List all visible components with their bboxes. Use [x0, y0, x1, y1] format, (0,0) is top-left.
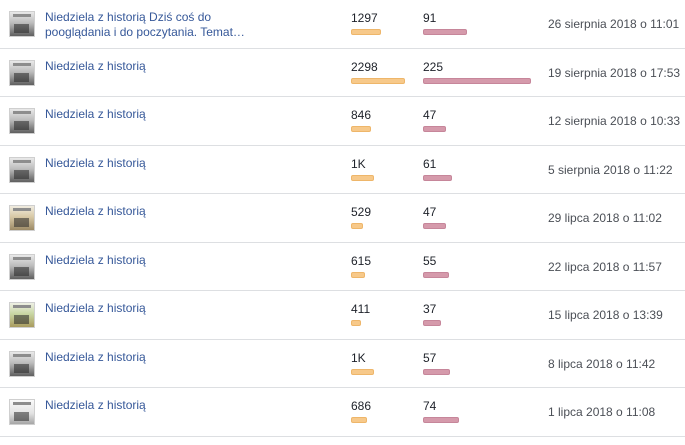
engagement-value: 57: [423, 350, 437, 365]
reach-bar: [351, 174, 374, 181]
engagement-value: 74: [423, 399, 437, 413]
post-thumbnail[interactable]: [9, 11, 35, 37]
reach-value: 1K: [351, 350, 366, 365]
reach-bar: [351, 271, 365, 278]
engagement-value: 47: [423, 108, 437, 122]
post-thumbnail[interactable]: [9, 205, 35, 231]
engagement-bar: [423, 417, 459, 423]
reach-value: 846: [351, 108, 372, 122]
post-date: 5 sierpnia 2018 o 11:22: [548, 162, 673, 177]
reach-value: 2298: [351, 59, 378, 74]
engagement-bar: [423, 368, 450, 375]
post-title-link[interactable]: Niedziela z historią: [45, 204, 146, 218]
reach-value: 1K: [351, 156, 366, 171]
post-date: 26 sierpnia 2018 o 11:01: [548, 17, 680, 31]
post-row[interactable]: Niedziela z historią 411 37 15 lipca 201…: [0, 291, 685, 340]
post-row[interactable]: Niedziela z historią 1K 57 8 lipca 2018 …: [0, 340, 685, 388]
engagement-bar: [423, 174, 452, 181]
post-thumbnail[interactable]: [9, 350, 35, 377]
engagement-bar: [423, 77, 531, 84]
post-row[interactable]: Niedziela z historią 846 47 12 sierpnia …: [0, 97, 685, 146]
engagement-bar: [423, 29, 467, 35]
engagement-bar: [423, 271, 449, 278]
post-row[interactable]: Niedziela z historią 1K 61 5 sierpnia 20…: [0, 146, 685, 194]
reach-value: 686: [351, 399, 372, 413]
post-title-link[interactable]: Niedziela z historią: [45, 155, 146, 170]
post-title-link[interactable]: Niedziela z historią: [45, 301, 146, 315]
reach-value: 411: [351, 302, 371, 316]
post-date: 22 lipca 2018 o 11:57: [548, 259, 662, 274]
engagement-value: 91: [423, 11, 437, 25]
reach-value: 1297: [351, 11, 378, 25]
reach-value: 529: [351, 205, 372, 219]
post-title-link[interactable]: Niedziela z historią: [45, 398, 146, 412]
engagement-value: 55: [423, 253, 437, 268]
post-row[interactable]: Niedziela z historią 686 74 1 lipca 2018…: [0, 388, 685, 437]
engagement-value: 225: [423, 59, 444, 74]
reach-bar: [351, 368, 374, 375]
reach-bar: [351, 320, 361, 326]
post-title-link[interactable]: Niedziela z historią: [45, 58, 146, 73]
reach-bar: [351, 417, 367, 423]
post-title-link[interactable]: Niedziela z historią Dziś coś do poogląd…: [45, 10, 245, 39]
post-thumbnail[interactable]: [9, 108, 35, 134]
post-row[interactable]: Niedziela z historią 2298 225 19 sierpni…: [0, 49, 685, 97]
engagement-bar: [423, 223, 446, 229]
post-thumbnail[interactable]: [9, 399, 35, 425]
post-date: 19 sierpnia 2018 o 17:53: [548, 65, 681, 80]
post-date: 15 lipca 2018 o 13:39: [548, 308, 663, 322]
post-thumbnail[interactable]: [9, 302, 35, 328]
post-title-link[interactable]: Niedziela z historią: [45, 349, 146, 364]
reach-bar: [351, 29, 381, 35]
post-row[interactable]: Niedziela z historią Dziś coś do poogląd…: [0, 0, 685, 49]
engagement-value: 37: [423, 302, 437, 316]
post-row[interactable]: Niedziela z historią 529 47 29 lipca 201…: [0, 194, 685, 243]
post-date: 1 lipca 2018 o 11:08: [548, 405, 656, 419]
post-title-link[interactable]: Niedziela z historią: [45, 252, 146, 267]
engagement-value: 61: [423, 156, 437, 171]
post-thumbnail[interactable]: [9, 156, 35, 183]
post-title-link[interactable]: Niedziela z historią: [45, 107, 146, 121]
reach-bar: [351, 126, 371, 132]
reach-bar: [351, 77, 405, 84]
post-thumbnail[interactable]: [9, 59, 35, 86]
engagement-bar: [423, 126, 446, 132]
post-thumbnail[interactable]: [9, 253, 35, 280]
post-date: 29 lipca 2018 o 11:02: [548, 211, 662, 225]
engagement-bar: [423, 320, 441, 326]
reach-value: 615: [351, 253, 372, 268]
engagement-value: 47: [423, 205, 437, 219]
post-date: 12 sierpnia 2018 o 10:33: [548, 114, 681, 128]
post-date: 8 lipca 2018 o 11:42: [548, 356, 656, 371]
reach-bar: [351, 223, 363, 229]
post-row[interactable]: Niedziela z historią 615 55 22 lipca 201…: [0, 243, 685, 291]
